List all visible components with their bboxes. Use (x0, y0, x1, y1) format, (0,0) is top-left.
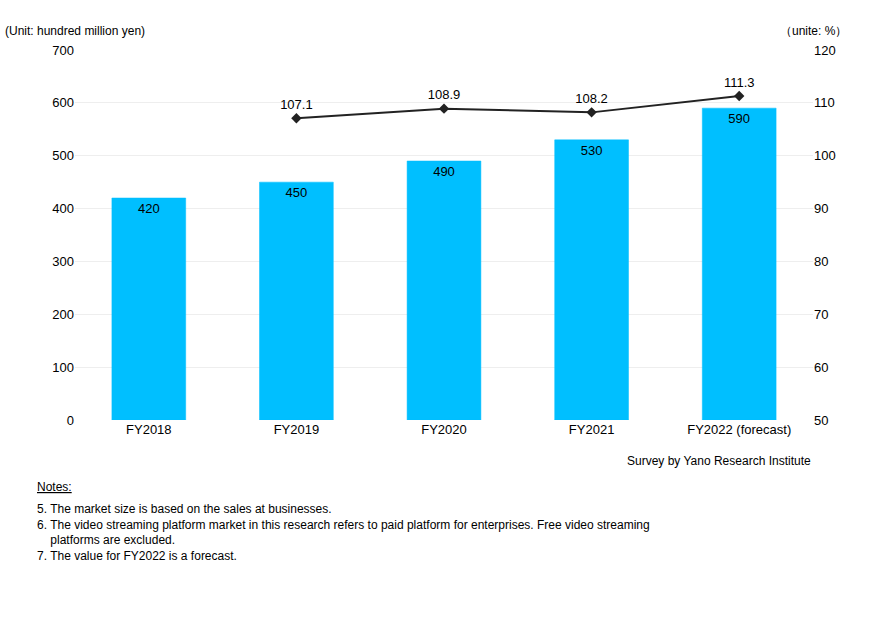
svg-text:110: 110 (814, 95, 835, 110)
svg-text:FY2019: FY2019 (274, 422, 320, 437)
svg-text:450: 450 (286, 185, 308, 200)
svg-text:Notes:: Notes: (37, 480, 72, 494)
svg-text:108.9: 108.9 (428, 87, 461, 102)
svg-text:90: 90 (814, 201, 828, 216)
svg-text:600: 600 (52, 95, 74, 110)
svg-text:FY2020: FY2020 (421, 422, 467, 437)
svg-text:70: 70 (814, 307, 828, 322)
svg-text:120: 120 (814, 43, 836, 58)
svg-text:400: 400 (52, 201, 74, 216)
svg-text:107.1: 107.1 (280, 97, 313, 112)
svg-text:500: 500 (52, 148, 74, 163)
svg-text:200: 200 (52, 307, 74, 322)
svg-text:FY2018: FY2018 (126, 422, 172, 437)
svg-text:590: 590 (728, 111, 750, 126)
svg-text:FY2022 (forecast): FY2022 (forecast) (687, 422, 791, 437)
svg-text:(Unit: hundred million yen): (Unit: hundred million yen) (5, 24, 145, 38)
svg-text:5. The market size is based on: 5. The market size is based on the sales… (37, 502, 650, 563)
svg-text:420: 420 (138, 201, 160, 216)
svg-text:108.2: 108.2 (575, 91, 608, 106)
svg-text:0: 0 (67, 413, 74, 428)
svg-text:FY2021: FY2021 (569, 422, 615, 437)
svg-text:80: 80 (814, 254, 828, 269)
svg-text:100: 100 (52, 360, 74, 375)
svg-text:490: 490 (433, 164, 455, 179)
svg-text:（unite: %）: （unite: %） (780, 24, 847, 38)
svg-text:60: 60 (814, 360, 828, 375)
svg-text:530: 530 (581, 143, 603, 158)
svg-text:Survey by Yano Research Instit: Survey by Yano Research Institute (627, 454, 811, 468)
svg-text:700: 700 (52, 43, 74, 58)
svg-text:300: 300 (52, 254, 74, 269)
svg-text:50: 50 (814, 413, 828, 428)
svg-text:100: 100 (814, 148, 836, 163)
svg-text:111.3: 111.3 (724, 75, 755, 90)
